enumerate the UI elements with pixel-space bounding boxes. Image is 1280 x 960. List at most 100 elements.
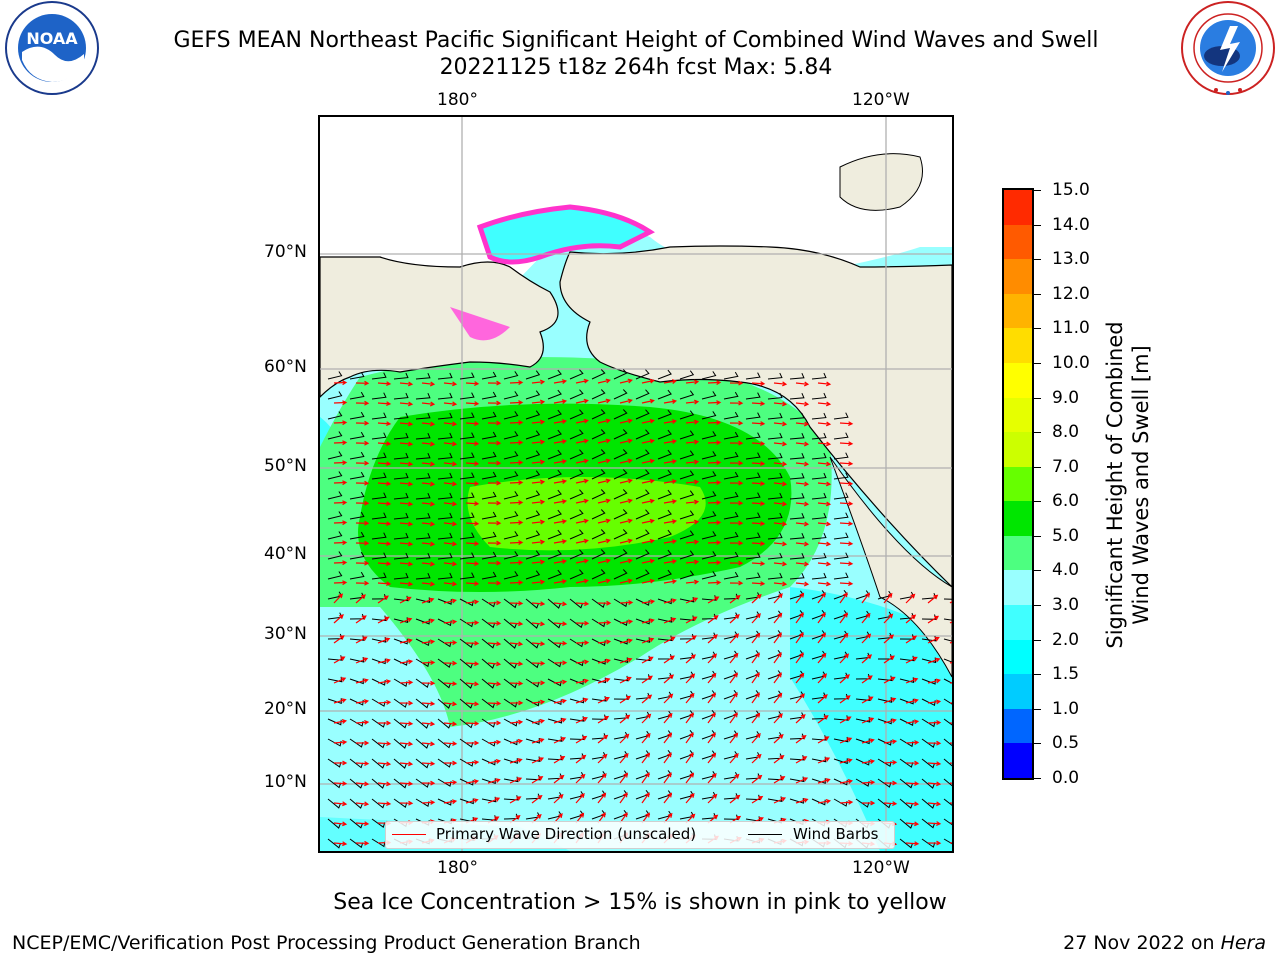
wind-barb [569, 509, 584, 520]
wind-barb [547, 369, 562, 380]
wave-direction-arrow [355, 761, 370, 766]
wind-barb [723, 511, 739, 520]
wave-direction-arrow [333, 400, 348, 406]
wind-barb [547, 389, 562, 400]
wave-direction-arrow [839, 632, 849, 644]
wave-direction-arrow [795, 421, 810, 427]
wind-barb [349, 411, 365, 420]
wave-direction-arrow [553, 439, 568, 444]
colorbar-title-line1: Significant Height of Combined [1103, 321, 1127, 649]
wind-barb [789, 473, 805, 480]
wind-barb [371, 637, 387, 643]
wind-barb [415, 453, 431, 460]
wave-direction-arrow [663, 792, 673, 804]
wave-direction-arrow [597, 658, 611, 664]
wave-direction-arrow [641, 398, 655, 404]
wind-barb [327, 818, 341, 829]
wind-barb [481, 391, 497, 400]
wave-direction-arrow [465, 779, 480, 784]
wave-direction-arrow [619, 518, 633, 524]
sea-ice-patch [450, 307, 510, 341]
wind-barb [547, 469, 562, 480]
wave-direction-arrow [685, 635, 697, 644]
wind-barb [943, 838, 952, 845]
wave-direction-arrow [421, 381, 436, 387]
wave-direction-arrow [465, 561, 480, 567]
wave-direction-arrow [817, 778, 831, 784]
colorbar-bin [1004, 673, 1032, 709]
wind-barb [349, 758, 364, 769]
wave-direction-arrow [399, 421, 414, 427]
wave-direction-arrow [839, 421, 854, 427]
wave-direction-arrow [905, 677, 919, 684]
wind-barb [943, 778, 952, 787]
wind-barb [613, 657, 629, 664]
wave-direction-arrow [597, 600, 612, 606]
wind-barb [547, 618, 562, 629]
footer-date: 27 Nov 2022 on Hera [1063, 932, 1266, 954]
wind-barb [591, 598, 606, 609]
wave-direction-arrow [773, 652, 782, 664]
wave-direction-arrow [927, 657, 941, 664]
wave-direction-arrow [861, 717, 875, 724]
wind-barb [415, 473, 431, 480]
wave-direction-arrow [421, 780, 436, 786]
wind-barb [745, 432, 761, 440]
wind-barb [415, 698, 430, 709]
wave-direction-arrow [839, 758, 853, 764]
wave-direction-arrow [333, 580, 348, 586]
wave-direction-arrow [333, 635, 345, 644]
wind-barb [591, 409, 606, 420]
colorbar-title-line2: Wind Waves and Swell [m] [1129, 345, 1153, 625]
wave-direction-arrow [487, 641, 502, 647]
wind-barb [459, 572, 475, 580]
wind-barb [349, 778, 364, 789]
wind-barb [393, 532, 409, 540]
wind-barb [459, 512, 475, 520]
wind-barb [437, 678, 452, 689]
wave-direction-arrow [795, 381, 810, 387]
wave-direction-arrow [729, 480, 744, 486]
sea-ice-edge [476, 204, 655, 265]
wave-direction-arrow [773, 381, 788, 387]
wind-barb [635, 569, 650, 580]
wave-direction-arrow [795, 581, 810, 587]
wave-direction-arrow [619, 676, 632, 684]
wind-barb [437, 718, 452, 729]
wave-direction-arrow [443, 421, 458, 427]
wave-direction-arrow [663, 379, 678, 384]
wave-direction-arrow [619, 695, 632, 704]
wind-barb [789, 513, 805, 520]
wave-direction-arrow [355, 560, 370, 566]
wind-barb [349, 551, 365, 560]
wave-direction-arrow [575, 601, 590, 607]
wave-direction-arrow [531, 379, 546, 385]
wave-direction-arrow [707, 793, 718, 804]
wave-direction-arrow [509, 420, 524, 426]
wave-direction-arrow [355, 801, 370, 807]
wave-direction-arrow [729, 460, 744, 466]
wave-direction-arrow [399, 761, 414, 767]
wind-barb [525, 410, 541, 420]
wave-direction-arrow [619, 792, 628, 804]
wind-barb [459, 492, 475, 500]
wind-barb [899, 778, 914, 789]
wind-barb [745, 492, 761, 500]
wind-barb [371, 392, 387, 400]
lat-label-40n: 40°N [264, 544, 307, 564]
wave-direction-arrow [465, 721, 480, 726]
wind-barb [899, 758, 914, 768]
wind-barb [547, 429, 562, 440]
wave-direction-arrow [333, 781, 348, 786]
wind-barb [349, 371, 365, 380]
wind-barb [635, 469, 650, 480]
colorbar-tick [1034, 397, 1041, 399]
wave-direction-arrow [729, 380, 744, 386]
wave-direction-arrow [641, 458, 655, 464]
wind-barb [371, 718, 386, 728]
wave-direction-arrow [531, 794, 543, 804]
wind-barb [811, 372, 827, 380]
wind-barb [657, 598, 672, 605]
wind-barb [437, 698, 451, 709]
wind-barb [701, 451, 717, 460]
